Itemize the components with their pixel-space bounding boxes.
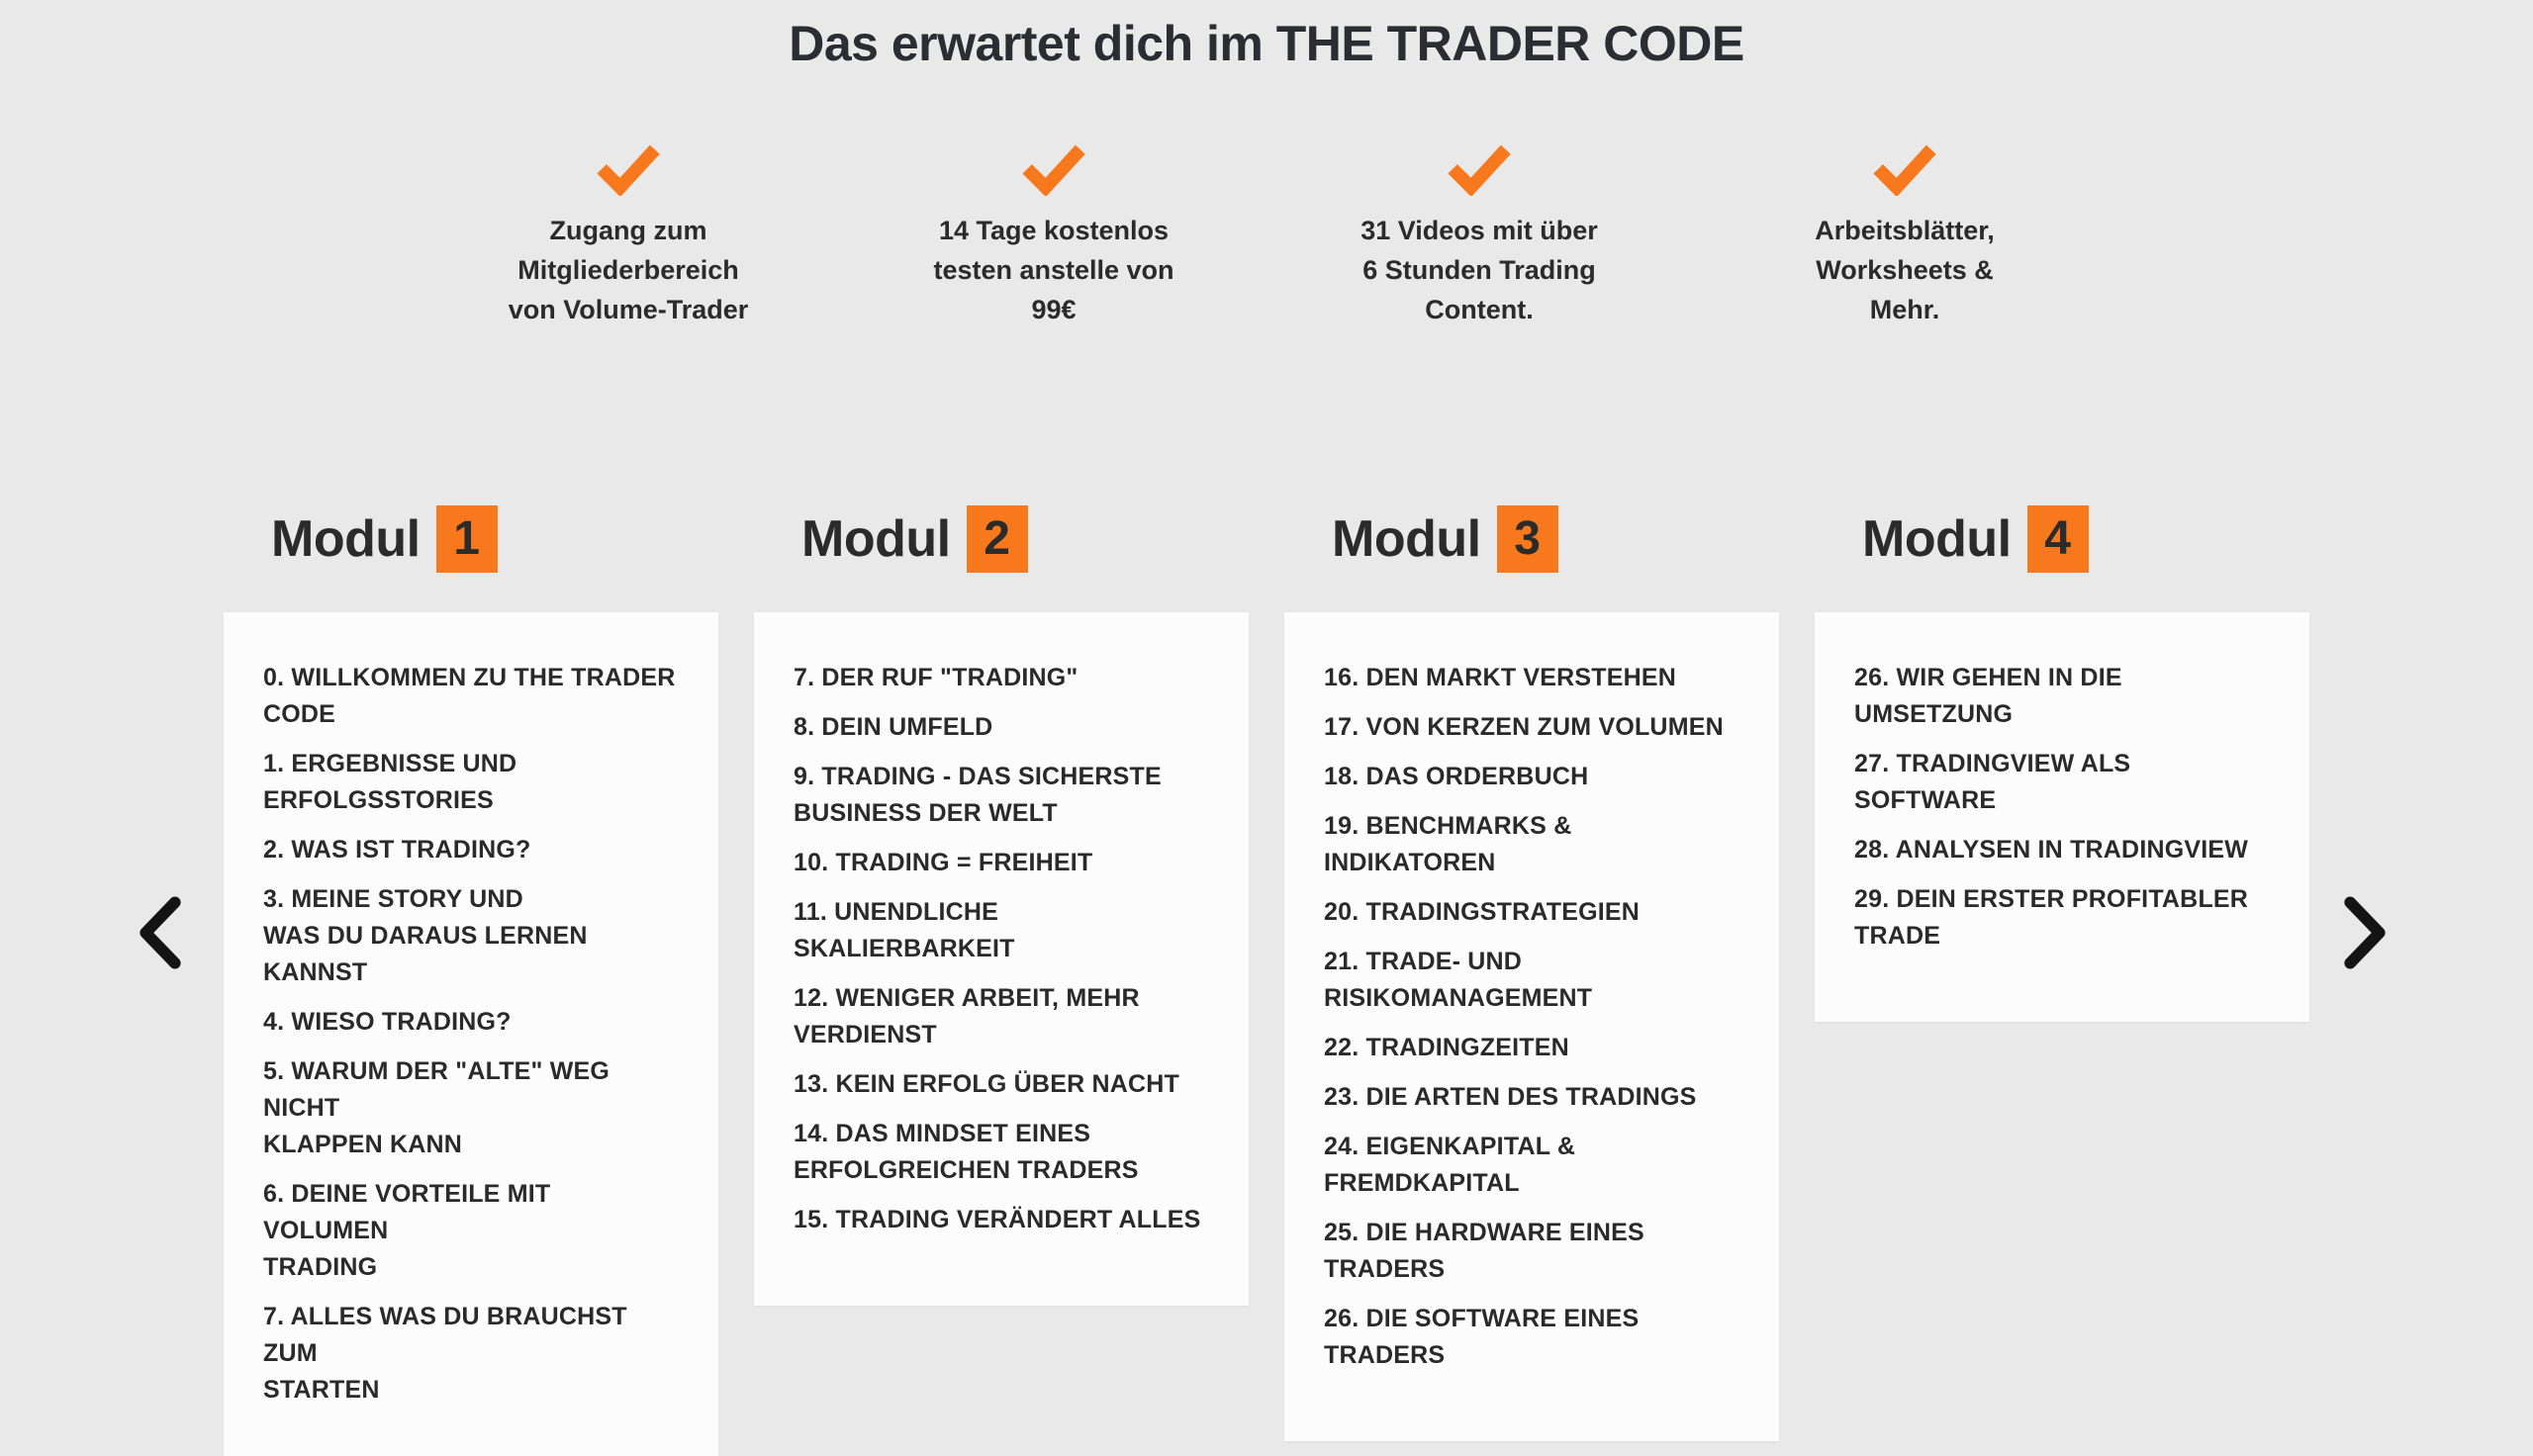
- module-column-2: Modul 2 7. DER RUF "TRADING" 8. DEIN UMFE…: [754, 504, 1249, 1306]
- modules-carousel: Modul 1 0. WILLKOMMEN ZU THE TRADER CODE…: [0, 504, 2533, 1456]
- carousel-next-button[interactable]: [2343, 896, 2387, 969]
- check-icon: [1872, 142, 1937, 198]
- module-card: 0. WILLKOMMEN ZU THE TRADER CODE 1. ERGEB…: [224, 611, 718, 1456]
- lesson-item: 8. DEIN UMFELD: [794, 712, 993, 741]
- lesson-item: 2. WAS IST TRADING?: [263, 835, 531, 864]
- module-heading: Modul 4: [1815, 504, 2309, 573]
- lesson-item: 13. KEIN ERFOLG ÜBER NACHT: [794, 1069, 1179, 1098]
- lesson-item: 3. MEINE STORY UND WAS DU DARAUS LERNEN …: [263, 884, 588, 986]
- benefit-trial: 14 Tage kostenlos testen anstelle von 99€: [841, 142, 1266, 329]
- lesson-item: 1. ERGEBNISSE UND ERFOLGSSTORIES: [263, 749, 517, 814]
- benefit-line: testen anstelle von: [933, 254, 1174, 285]
- benefit-line: von Volume-Trader: [508, 294, 749, 324]
- benefit-text: 31 Videos mit über 6 Stunden Trading Conte…: [1266, 211, 1692, 329]
- module-number-badge: 2: [966, 504, 1028, 573]
- lesson-item: 26. DIE SOFTWARE EINES TRADERS: [1324, 1304, 1640, 1369]
- benefit-line: 14 Tage kostenlos: [938, 215, 1170, 245]
- lesson-item: 21. TRADE- UND RISIKOMANAGEMENT: [1324, 947, 1593, 1012]
- benefit-line: Arbeitsblätter,: [1815, 215, 1995, 245]
- chevron-left-icon: [139, 896, 182, 972]
- lesson-item: 9. TRADING - DAS SICHERSTE BUSINESS DER …: [794, 762, 1162, 827]
- module-label: Modul: [801, 509, 951, 568]
- lesson-item: 4. WIESO TRADING?: [263, 1007, 512, 1036]
- lesson-item: 29. DEIN ERSTER PROFITABLER TRADE: [1854, 884, 2249, 950]
- module-label: Modul: [1862, 509, 2012, 568]
- lesson-item: 18. DAS ORDERBUCH: [1324, 762, 1589, 790]
- module-card: 26. WIR GEHEN IN DIE UMSETZUNG 27. TRADIN…: [1815, 611, 2309, 1022]
- module-card: 16. DEN MARKT VERSTEHEN 17. VON KERZEN ZU…: [1284, 611, 1779, 1441]
- benefit-line: 6 Stunden Trading: [1362, 254, 1596, 285]
- lesson-item: 23. DIE ARTEN DES TRADINGS: [1324, 1082, 1697, 1111]
- module-heading: Modul 3: [1284, 504, 1779, 573]
- lesson-item: 7. ALLES WAS DU BRAUCHST ZUM STARTEN: [263, 1302, 627, 1404]
- module-column-4: Modul 4 26. WIR GEHEN IN DIE UMSETZUNG 27…: [1815, 504, 2309, 1022]
- lesson-item: 17. VON KERZEN ZUM VOLUMEN: [1324, 712, 1724, 741]
- lesson-item: 0. WILLKOMMEN ZU THE TRADER CODE: [263, 663, 676, 728]
- lesson-item: 6. DEINE VORTEILE MIT VOLUMEN TRADING: [263, 1179, 551, 1281]
- benefit-line: Zugang zum: [549, 215, 707, 245]
- module-lesson-list: 26. WIR GEHEN IN DIE UMSETZUNG 27. TRADIN…: [1854, 660, 2270, 955]
- section-title: Das erwartet dich im THE TRADER CODE: [789, 16, 1744, 71]
- lesson-item: 12. WENIGER ARBEIT, MEHR VERDIENST: [794, 983, 1140, 1048]
- lesson-item: 26. WIR GEHEN IN DIE UMSETZUNG: [1854, 663, 2122, 728]
- module-number-badge: 4: [2026, 504, 2089, 573]
- modules-row: Modul 1 0. WILLKOMMEN ZU THE TRADER CODE…: [0, 504, 2533, 1456]
- module-heading: Modul 2: [754, 504, 1249, 573]
- check-icon: [1021, 142, 1086, 198]
- benefit-line: 99€: [1031, 294, 1077, 324]
- lesson-item: 16. DEN MARKT VERSTEHEN: [1324, 663, 1677, 691]
- benefit-line: Mitgliederbereich: [517, 254, 739, 285]
- lesson-item: 14. DAS MINDSET EINES ERFOLGREICHEN TRAD…: [794, 1119, 1139, 1184]
- carousel-prev-button[interactable]: [139, 896, 182, 969]
- benefit-line: Mehr.: [1869, 294, 1940, 324]
- lesson-item: 24. EIGENKAPITAL & FREMDKAPITAL: [1324, 1132, 1576, 1197]
- benefit-membership: Zugang zum Mitgliederbereich von Volume-Tr…: [416, 142, 841, 329]
- lesson-item: 11. UNENDLICHE SKALIERBARKEIT: [794, 897, 1015, 962]
- benefits-row: Zugang zum Mitgliederbereich von Volume-Tr…: [0, 142, 2533, 329]
- check-icon: [596, 142, 661, 198]
- chevron-right-icon: [2343, 896, 2387, 972]
- benefit-text: 14 Tage kostenlos testen anstelle von 99€: [841, 211, 1266, 329]
- lesson-item: 28. ANALYSEN IN TRADINGVIEW: [1854, 835, 2249, 864]
- benefit-text: Zugang zum Mitgliederbereich von Volume-Tr…: [416, 211, 841, 329]
- module-lesson-list: 0. WILLKOMMEN ZU THE TRADER CODE 1. ERGEB…: [263, 660, 679, 1409]
- lesson-item: 20. TRADINGSTRATEGIEN: [1324, 897, 1641, 926]
- module-card: 7. DER RUF "TRADING" 8. DEIN UMFELD 9. TRA…: [754, 611, 1249, 1306]
- lesson-item: 10. TRADING = FREIHEIT: [794, 848, 1093, 876]
- module-label: Modul: [271, 509, 421, 568]
- benefit-text: Arbeitsblätter, Worksheets & Mehr.: [1692, 211, 2117, 329]
- module-number-badge: 1: [435, 504, 498, 573]
- benefit-line: Content.: [1425, 294, 1534, 324]
- module-number-badge: 3: [1496, 504, 1558, 573]
- module-heading: Modul 1: [224, 504, 718, 573]
- lesson-item: 22. TRADINGZEITEN: [1324, 1033, 1569, 1061]
- lesson-item: 27. TRADINGVIEW ALS SOFTWARE: [1854, 749, 2131, 814]
- module-label: Modul: [1332, 509, 1481, 568]
- lesson-item: 5. WARUM DER "ALTE" WEG NICHT KLAPPEN KA…: [263, 1056, 610, 1158]
- benefit-line: Worksheets &: [1816, 254, 1994, 285]
- module-column-1: Modul 1 0. WILLKOMMEN ZU THE TRADER CODE…: [224, 504, 718, 1456]
- check-icon: [1447, 142, 1512, 198]
- lesson-item: 25. DIE HARDWARE EINES TRADERS: [1324, 1218, 1644, 1283]
- module-column-3: Modul 3 16. DEN MARKT VERSTEHEN 17. VON K…: [1284, 504, 1779, 1441]
- module-lesson-list: 16. DEN MARKT VERSTEHEN 17. VON KERZEN ZU…: [1324, 660, 1739, 1374]
- lesson-item: 19. BENCHMARKS & INDIKATOREN: [1324, 811, 1572, 876]
- benefit-videos: 31 Videos mit über 6 Stunden Trading Conte…: [1266, 142, 1692, 329]
- benefit-line: 31 Videos mit über: [1360, 215, 1598, 245]
- lesson-item: 15. TRADING VERÄNDERT ALLES: [794, 1205, 1201, 1233]
- benefit-worksheets: Arbeitsblätter, Worksheets & Mehr.: [1692, 142, 2117, 329]
- module-lesson-list: 7. DER RUF "TRADING" 8. DEIN UMFELD 9. TRA…: [794, 660, 1209, 1238]
- lesson-item: 7. DER RUF "TRADING": [794, 663, 1079, 691]
